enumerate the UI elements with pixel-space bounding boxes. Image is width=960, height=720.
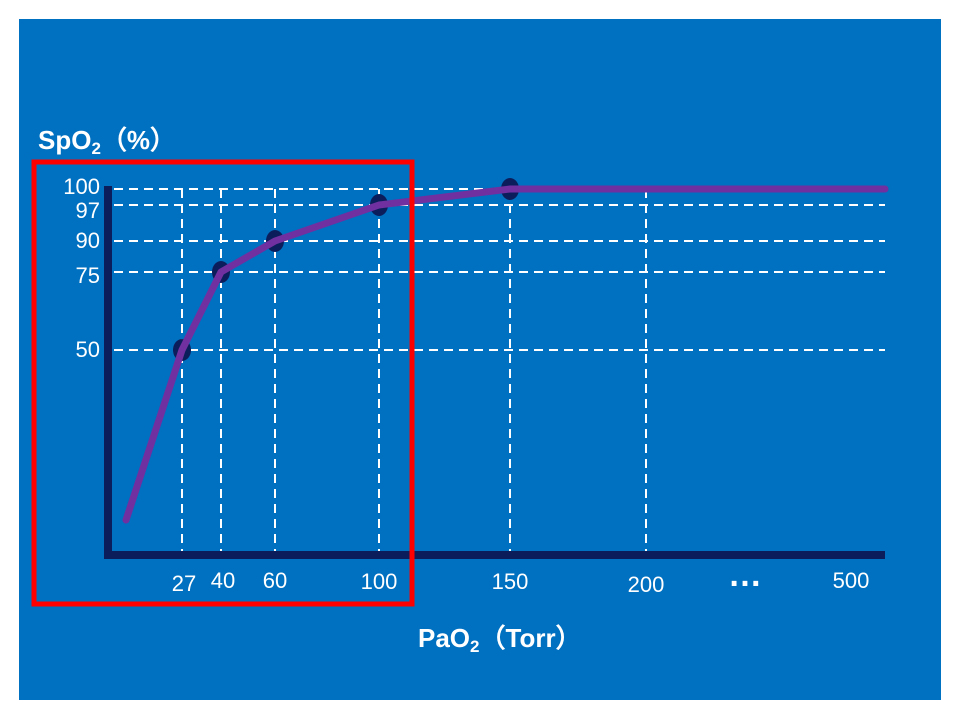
curve-group xyxy=(122,185,889,524)
y-tick-50: 50 xyxy=(75,337,100,362)
y-axis-title: SpO2（%） xyxy=(38,125,177,158)
x-axis-title: PaO2（Torr） xyxy=(418,623,582,656)
y-tick-90: 90 xyxy=(75,228,100,253)
x-axis-break-ellipsis: … xyxy=(728,556,766,594)
x-tick-500: 500 xyxy=(832,568,870,593)
highlight-box-group xyxy=(31,159,415,607)
vertical-gridlines xyxy=(181,189,647,555)
slide-background xyxy=(19,19,941,700)
dissociation-curve-line xyxy=(122,185,889,524)
y-tick-97: 97 xyxy=(75,198,100,223)
x-tick-60: 60 xyxy=(262,568,288,593)
x-tick-200: 200 xyxy=(627,572,665,597)
x-tick-100: 100 xyxy=(360,569,398,594)
y-tick-100: 100 xyxy=(63,174,100,199)
x-tick-150: 150 xyxy=(491,569,529,594)
x-tick-40: 40 xyxy=(210,568,236,593)
y-tick-75: 75 xyxy=(75,263,100,288)
axes xyxy=(104,186,885,559)
highlight-box xyxy=(31,159,415,607)
horizontal-gridlines xyxy=(114,188,885,351)
x-tick-27: 27 xyxy=(171,571,197,596)
